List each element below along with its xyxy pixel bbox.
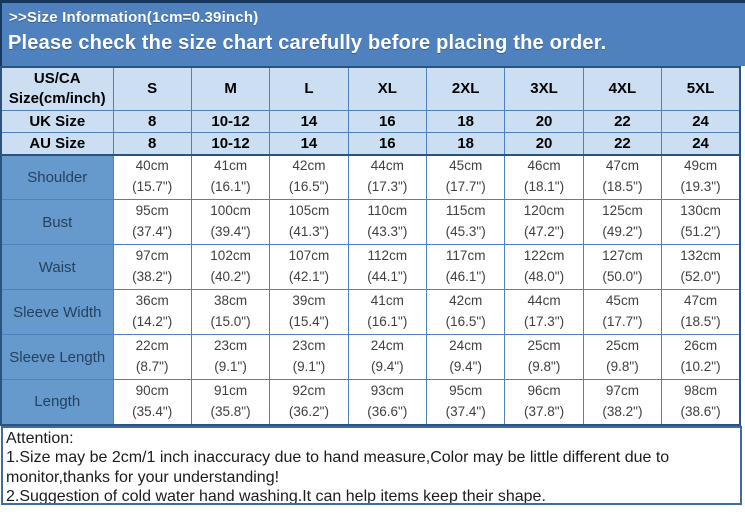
sleeve-width-cell: 41cm (16.1") <box>347 289 428 335</box>
row-label-bust: Bust <box>0 199 114 245</box>
header-band: >>Size Information(1cm=0.39inch) Please … <box>0 0 745 66</box>
shoulder-cell: 49cm (19.3") <box>661 154 741 200</box>
au-size-cell: 8 <box>112 132 192 156</box>
shoulder-row: Shoulder 40cm (15.7") 41cm (16.1") 42cm … <box>0 154 741 200</box>
sleeve-length-row: Sleeve Length 22cm (8.7") 23cm (9.1") 23… <box>0 334 741 380</box>
sleeve-length-cell: 25cm (9.8") <box>582 334 663 380</box>
shoulder-cell: 45cm (17.7") <box>425 154 506 200</box>
au-size-cell: 18 <box>425 132 506 156</box>
au-size-cell: 16 <box>347 132 428 156</box>
size-chart-table: US/CA Size(cm/inch) S M L XL 2XL 3XL 4XL… <box>0 66 741 426</box>
bust-cell: 110cm (43.3") <box>347 199 428 245</box>
uk-size-cell: 16 <box>347 110 428 133</box>
attention-box: Attention: 1.Size may be 2cm/1 inch inac… <box>1 425 742 505</box>
waist-cell: 102cm (40.2") <box>190 244 271 290</box>
length-cell: 96cm (37.8") <box>504 379 584 425</box>
sleeve-length-cell: 22cm (8.7") <box>112 334 192 380</box>
bust-cell: 100cm (39.4") <box>190 199 271 245</box>
length-cell: 91cm (35.8") <box>190 379 271 425</box>
size-chart-warning: Please check the size chart carefully be… <box>8 32 607 54</box>
bust-cell: 105cm (41.3") <box>269 199 349 245</box>
uk-size-cell: 22 <box>582 110 663 133</box>
row-label-waist: Waist <box>0 244 114 290</box>
length-cell: 97cm (38.2") <box>582 379 663 425</box>
attention-heading: Attention: <box>6 429 74 447</box>
waist-cell: 127cm (50.0") <box>582 244 663 290</box>
sleeve-width-cell: 45cm (17.7") <box>582 289 663 335</box>
length-cell: 90cm (35.4") <box>112 379 192 425</box>
length-cell: 98cm (38.6") <box>661 379 741 425</box>
sleeve-length-cell: 26cm (10.2") <box>661 334 741 380</box>
waist-cell: 97cm (38.2") <box>112 244 192 290</box>
size-col-header-s: S <box>112 66 192 111</box>
size-col-header-2xl: 2XL <box>425 66 506 111</box>
row-label-uk-size: UK Size <box>0 110 114 133</box>
waist-cell: 112cm (44.1") <box>347 244 428 290</box>
size-col-header-l: L <box>269 66 349 111</box>
uk-size-row: UK Size 8 10-12 14 16 18 20 22 24 <box>0 110 741 133</box>
attention-note-2: 2.Suggestion of cold water hand washing.… <box>6 488 546 505</box>
bust-cell: 95cm (37.4") <box>112 199 192 245</box>
sleeve-length-cell: 23cm (9.1") <box>190 334 271 380</box>
shoulder-cell: 41cm (16.1") <box>190 154 271 200</box>
size-col-header-m: M <box>190 66 271 111</box>
uk-size-cell: 20 <box>504 110 584 133</box>
sleeve-width-cell: 42cm (16.5") <box>425 289 506 335</box>
au-size-cell: 24 <box>661 132 741 156</box>
sleeve-width-cell: 38cm (15.0") <box>190 289 271 335</box>
waist-cell: 132cm (52.0") <box>661 244 741 290</box>
sleeve-width-cell: 36cm (14.2") <box>112 289 192 335</box>
row-label-shoulder: Shoulder <box>0 154 114 200</box>
waist-cell: 107cm (42.1") <box>269 244 349 290</box>
row-label-length: Length <box>0 379 114 425</box>
waist-cell: 122cm (48.0") <box>504 244 584 290</box>
size-col-header-3xl: 3XL <box>504 66 584 111</box>
uk-size-cell: 24 <box>661 110 741 133</box>
sleeve-width-row: Sleeve Width 36cm (14.2") 38cm (15.0") 3… <box>0 289 741 335</box>
waist-cell: 117cm (46.1") <box>425 244 506 290</box>
length-row: Length 90cm (35.4") 91cm (35.8") 92cm (3… <box>0 379 741 425</box>
au-size-cell: 10-12 <box>190 132 271 156</box>
size-col-header-5xl: 5XL <box>661 66 741 111</box>
bust-cell: 115cm (45.3") <box>425 199 506 245</box>
sleeve-length-cell: 24cm (9.4") <box>347 334 428 380</box>
size-header-row: US/CA Size(cm/inch) S M L XL 2XL 3XL 4XL… <box>0 66 741 111</box>
size-col-header-xl: XL <box>347 66 428 111</box>
shoulder-cell: 47cm (18.5") <box>582 154 663 200</box>
row-label-sleeve-width: Sleeve Width <box>0 289 114 335</box>
sleeve-width-cell: 47cm (18.5") <box>661 289 741 335</box>
bust-row: Bust 95cm (37.4") 100cm (39.4") 105cm (4… <box>0 199 741 245</box>
au-size-cell: 20 <box>504 132 584 156</box>
bust-cell: 120cm (47.2") <box>504 199 584 245</box>
shoulder-cell: 42cm (16.5") <box>269 154 349 200</box>
sleeve-length-cell: 24cm (9.4") <box>425 334 506 380</box>
sleeve-length-cell: 23cm (9.1") <box>269 334 349 380</box>
waist-row: Waist 97cm (38.2") 102cm (40.2") 107cm (… <box>0 244 741 290</box>
au-size-row: AU Size 8 10-12 14 16 18 20 22 24 <box>0 132 741 156</box>
length-cell: 92cm (36.2") <box>269 379 349 425</box>
shoulder-cell: 46cm (18.1") <box>504 154 584 200</box>
sleeve-width-cell: 39cm (15.4") <box>269 289 349 335</box>
size-col-header-4xl: 4XL <box>582 66 663 111</box>
uk-size-cell: 18 <box>425 110 506 133</box>
length-cell: 93cm (36.6") <box>347 379 428 425</box>
au-size-cell: 14 <box>269 132 349 156</box>
bust-cell: 125cm (49.2") <box>582 199 663 245</box>
row-label-au-size: AU Size <box>0 132 114 156</box>
uk-size-cell: 8 <box>112 110 192 133</box>
size-header-corner-label: US/CA Size(cm/inch) <box>0 66 114 111</box>
bust-cell: 130cm (51.2") <box>661 199 741 245</box>
sleeve-length-cell: 25cm (9.8") <box>504 334 584 380</box>
length-cell: 95cm (37.4") <box>425 379 506 425</box>
uk-size-cell: 10-12 <box>190 110 271 133</box>
sleeve-width-cell: 44cm (17.3") <box>504 289 584 335</box>
uk-size-cell: 14 <box>269 110 349 133</box>
au-size-cell: 22 <box>582 132 663 156</box>
shoulder-cell: 40cm (15.7") <box>112 154 192 200</box>
attention-note-1: 1.Size may be 2cm/1 inch inaccuracy due … <box>6 449 670 486</box>
row-label-sleeve-length: Sleeve Length <box>0 334 114 380</box>
shoulder-cell: 44cm (17.3") <box>347 154 428 200</box>
size-information-title: >>Size Information(1cm=0.39inch) <box>9 9 259 26</box>
